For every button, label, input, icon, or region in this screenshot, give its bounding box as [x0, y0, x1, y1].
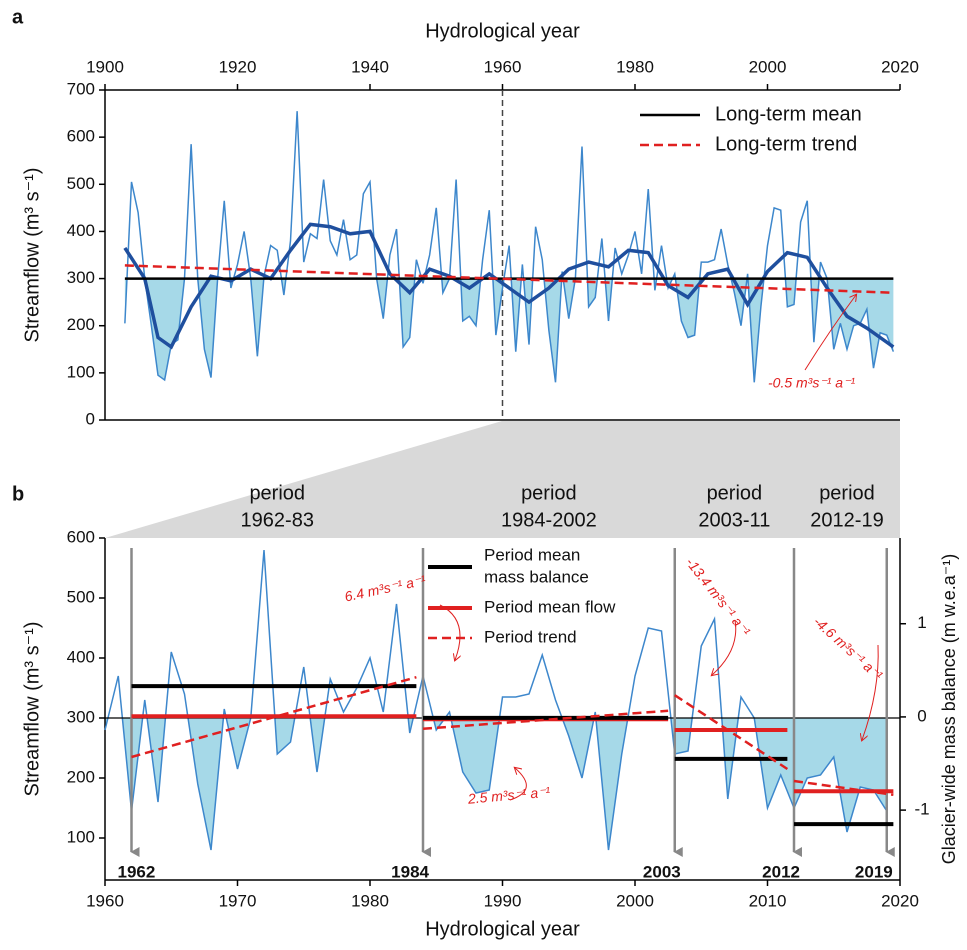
period-trend [422, 709, 669, 731]
legend-label: Long-term mean [715, 103, 862, 125]
zoom-band [105, 421, 900, 538]
panel-label: a [12, 6, 24, 28]
period-trend [131, 675, 417, 759]
y-tick-label: 100 [67, 362, 95, 381]
y-tick-label: 600 [67, 127, 95, 146]
x-tick-label: 2020 [881, 891, 919, 910]
trend-annotation: -0.5 m³s⁻¹ a⁻¹ [768, 375, 855, 391]
x-tick-label: 1900 [86, 57, 124, 76]
y-axis-label: Streamflow (m³ s⁻¹) [21, 168, 43, 343]
legend-label: Period trend [484, 627, 577, 646]
x-tick-label: 1980 [351, 891, 389, 910]
legend-label: Period mean flow [484, 597, 616, 616]
annotation-arrow [862, 644, 879, 740]
legend-label: Long-term trend [715, 133, 857, 155]
annotation-arrow [712, 619, 737, 675]
y-tick-label: 600 [67, 527, 95, 546]
deficit-shading [105, 718, 887, 850]
streamflow-line [124, 111, 895, 383]
y-tick-label: 400 [67, 221, 95, 240]
period-year: 2003 [643, 862, 681, 881]
y-tick-label: 0 [86, 409, 95, 428]
period-header: period [249, 482, 305, 504]
y2-tick-label: -1 [914, 800, 929, 819]
annotation-arrow [509, 768, 527, 801]
period-header: period [819, 482, 875, 504]
y-tick-label: 100 [67, 827, 95, 846]
period-year: 1962 [118, 862, 156, 881]
y-tick-label: 700 [67, 79, 95, 98]
trend-annotation: -13.4 m³s⁻¹ a⁻¹ [683, 554, 754, 639]
period-header: 1962-83 [241, 509, 314, 531]
period-header: period [707, 482, 763, 504]
y-tick-label: 500 [67, 174, 95, 193]
period-year: 1984 [391, 862, 429, 881]
x-tick-label: 1990 [484, 891, 522, 910]
annotation-arrow [804, 295, 856, 371]
y2-tick-label: 0 [917, 706, 926, 725]
period-header: 1984-2002 [501, 509, 597, 531]
y-axis-label: Streamflow (m³ s⁻¹) [21, 622, 43, 797]
legend-label: mass balance [484, 567, 589, 586]
panel-label: b [12, 483, 24, 505]
x-tick-label: 2000 [616, 891, 654, 910]
x-tick-label: 1970 [219, 891, 257, 910]
x-tick-label: 1960 [484, 57, 522, 76]
y-tick-label: 200 [67, 315, 95, 334]
x-axis-label: Hydrological year [425, 20, 580, 42]
period-trend [793, 779, 894, 797]
period-header: period [521, 482, 577, 504]
period-year: 2019 [855, 862, 893, 881]
smoothed-line [123, 222, 895, 350]
y2-axis-label: Glacier-wide mass balance (m w.e.a⁻¹) [939, 554, 959, 865]
trend-line [124, 264, 894, 294]
period-trend [674, 694, 789, 771]
x-tick-label: 1980 [616, 57, 654, 76]
streamflow-line [104, 549, 888, 851]
trend-annotation: -4.6 m³s⁻¹ a⁻¹ [811, 613, 887, 683]
x-axis-label: Hydrological year [425, 918, 580, 940]
x-tick-label: 2010 [749, 891, 787, 910]
period-year: 2012 [762, 862, 800, 881]
period-header: 2012-19 [810, 509, 883, 531]
annotation-arrow [439, 604, 460, 660]
legend-label: Period mean [484, 545, 580, 564]
y2-tick-label: 1 [917, 613, 926, 632]
trend-annotation: 6.4 m³s⁻¹ a⁻¹ [343, 572, 427, 605]
y-tick-label: 400 [67, 647, 95, 666]
period-header: 2003-11 [698, 509, 770, 531]
y-tick-label: 300 [67, 268, 95, 287]
y-tick-label: 500 [67, 587, 95, 606]
y-tick-label: 200 [67, 767, 95, 786]
x-tick-label: 2020 [881, 57, 919, 76]
x-tick-label: 2000 [749, 57, 787, 76]
x-tick-label: 1940 [351, 57, 389, 76]
x-tick-label: 1920 [219, 57, 257, 76]
y-tick-label: 300 [67, 707, 95, 726]
x-tick-label: 1960 [86, 891, 124, 910]
trend-annotation: 2.5 m³s⁻¹ a⁻¹ [466, 784, 551, 807]
